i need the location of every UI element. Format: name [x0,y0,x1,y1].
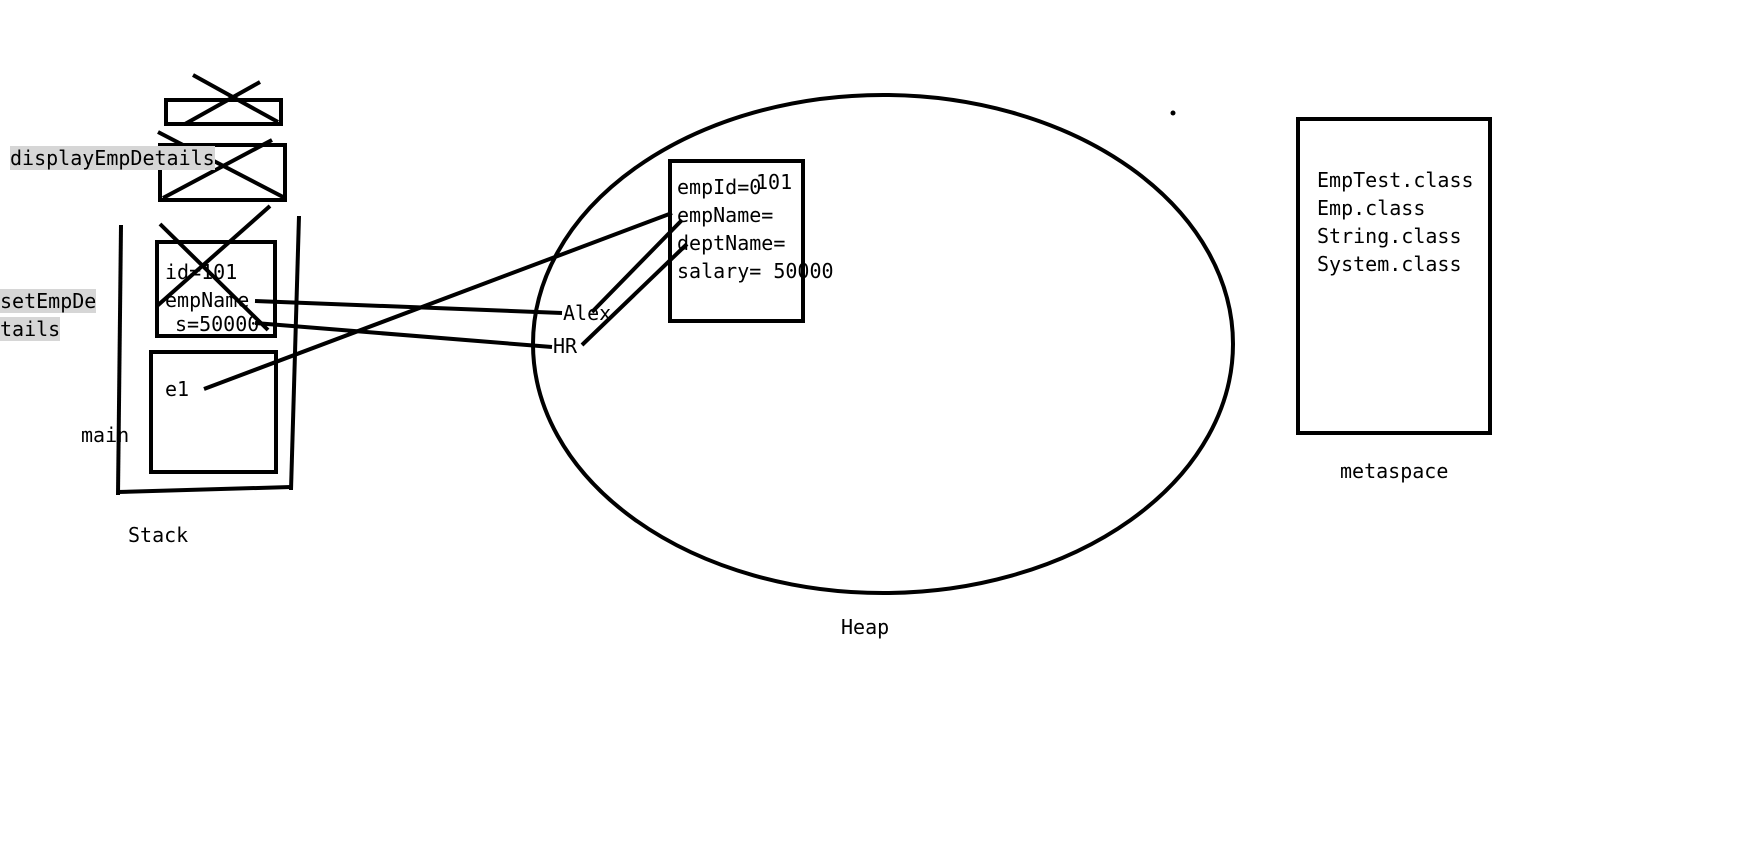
heap-string-alex: Alex [563,301,612,325]
stack-label: Stack [128,523,189,547]
stray-dot [1170,110,1176,116]
set-var-empname: empName [165,288,250,312]
ref-empname-to-alex [254,299,563,315]
ref-empname-field-to-alex [590,218,684,314]
set-frame-label-line1: setEmpDe [0,289,97,313]
object-field-empid: empId=0 [677,175,762,199]
class-entry: EmpTest.class [1317,168,1474,192]
metaspace-class-list: EmpTest.class Emp.class String.class Sys… [1317,166,1474,278]
heap-ellipse [531,93,1235,595]
main-var-e1: e1 [165,377,190,401]
heap-string-hr: HR [553,334,578,358]
cross-top-2 [184,80,261,126]
stack-frame-top [164,98,283,126]
stack-frame-main [149,350,278,474]
ref-s-to-hr [254,321,553,349]
object-field-deptname: deptName= [677,231,786,255]
cross-set-2 [155,204,272,308]
class-entry: System.class [1317,252,1462,276]
ref-deptname-field-to-hr [580,242,689,347]
emp-object-box [668,159,805,323]
stack-frame-display [158,143,287,202]
class-entry: String.class [1317,224,1462,248]
cross-set-1 [158,222,270,332]
class-entry: Emp.class [1317,196,1426,220]
display-frame-label: displayEmpDetails [10,146,215,170]
set-var-id: id=101 [165,260,238,284]
cross-top-1 [192,73,279,124]
main-frame-label: main [81,423,130,447]
cross-display-2 [162,138,273,200]
metaspace-box [1296,117,1492,435]
heap-label: Heap [841,615,890,639]
set-var-salary: s=50000 [175,312,260,336]
object-field-empname: empName= [677,203,774,227]
metaspace-label: metaspace [1340,459,1449,483]
stack-frame-set [155,240,277,338]
stack-bottom [117,485,292,494]
stack-left-wall [116,224,123,496]
ref-e1-to-object [203,211,673,391]
object-field-salary: salary= 50000 [677,259,834,283]
set-frame-label-line2: tails [0,317,61,341]
object-overwrite-101: 101 [756,170,793,194]
